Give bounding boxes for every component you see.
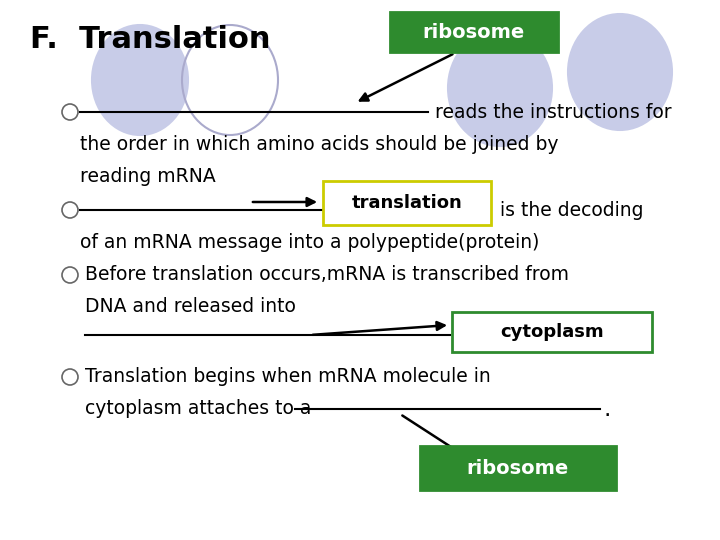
Ellipse shape (448, 30, 552, 146)
Text: .: . (604, 397, 611, 421)
Text: F.  Translation: F. Translation (30, 25, 271, 55)
Ellipse shape (568, 14, 672, 130)
Text: is the decoding: is the decoding (500, 200, 644, 219)
FancyBboxPatch shape (323, 181, 491, 225)
Text: cytoplasm attaches to a: cytoplasm attaches to a (85, 400, 311, 419)
FancyBboxPatch shape (420, 446, 616, 490)
FancyBboxPatch shape (452, 312, 652, 352)
Text: the order in which amino acids should be joined by: the order in which amino acids should be… (80, 136, 559, 154)
Text: cytoplasm: cytoplasm (500, 323, 604, 341)
Circle shape (62, 369, 78, 385)
FancyBboxPatch shape (390, 12, 558, 52)
Text: reads the instructions for: reads the instructions for (435, 103, 672, 122)
Circle shape (62, 104, 78, 120)
Text: ribosome: ribosome (423, 23, 525, 42)
Text: Before translation occurs,mRNA is transcribed from: Before translation occurs,mRNA is transc… (85, 266, 569, 285)
Text: ribosome: ribosome (467, 458, 569, 477)
Ellipse shape (92, 25, 188, 135)
Text: of an mRNA message into a polypeptide(protein): of an mRNA message into a polypeptide(pr… (80, 233, 539, 252)
Text: DNA and released into: DNA and released into (85, 298, 296, 316)
Text: reading mRNA: reading mRNA (80, 167, 216, 186)
Circle shape (62, 202, 78, 218)
Circle shape (62, 267, 78, 283)
Text: translation: translation (351, 194, 462, 212)
Text: Translation begins when mRNA molecule in: Translation begins when mRNA molecule in (85, 368, 491, 387)
